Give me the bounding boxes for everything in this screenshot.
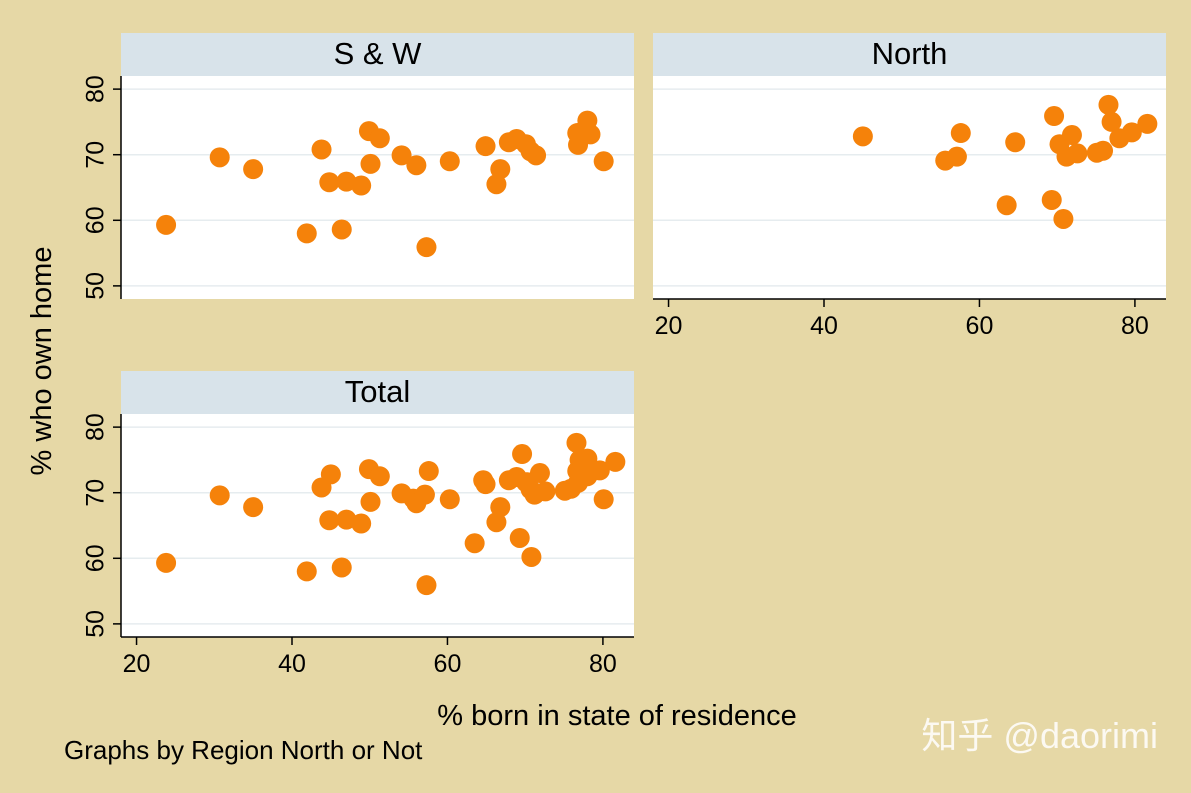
data-point xyxy=(320,464,341,485)
plot-area xyxy=(121,414,634,637)
data-point xyxy=(589,460,610,481)
data-point xyxy=(319,172,340,193)
data-point xyxy=(464,533,485,554)
data-point xyxy=(996,195,1017,216)
data-point xyxy=(486,174,507,195)
x-tick-label: 80 xyxy=(589,650,617,678)
plot-area xyxy=(121,76,634,299)
data-point xyxy=(1041,189,1062,210)
data-point xyxy=(1061,125,1082,146)
data-point xyxy=(391,145,412,166)
data-point xyxy=(319,510,340,531)
data-point xyxy=(156,214,177,235)
data-point xyxy=(512,444,533,465)
data-point xyxy=(439,489,460,510)
y-tick-label: 70 xyxy=(82,479,110,507)
y-tick-label: 80 xyxy=(82,75,110,103)
data-point xyxy=(521,546,542,567)
data-point xyxy=(1098,94,1119,115)
data-point xyxy=(1101,111,1122,132)
data-point xyxy=(351,513,372,534)
y-axis-title: % who own home xyxy=(26,247,58,476)
data-point xyxy=(1137,113,1158,134)
y-tick-label: 50 xyxy=(82,272,110,300)
data-point xyxy=(529,463,550,484)
data-point xyxy=(243,159,264,180)
data-point xyxy=(311,139,332,160)
panel-strip xyxy=(121,33,634,76)
data-point xyxy=(946,146,967,167)
data-point xyxy=(418,461,439,482)
data-point xyxy=(580,124,601,145)
data-point xyxy=(351,175,372,196)
data-point xyxy=(156,552,177,573)
data-point xyxy=(369,128,390,149)
data-point xyxy=(566,432,587,453)
data-point xyxy=(209,485,230,506)
data-point xyxy=(593,489,614,510)
data-point xyxy=(1044,106,1065,127)
data-point xyxy=(360,491,381,512)
data-point xyxy=(593,151,614,172)
data-point xyxy=(605,451,626,472)
data-point xyxy=(475,474,496,495)
data-point xyxy=(416,237,437,258)
panel-strip xyxy=(121,371,634,414)
data-point xyxy=(509,527,530,548)
data-point xyxy=(1005,132,1026,153)
data-point xyxy=(1121,122,1142,143)
data-point xyxy=(1053,208,1074,229)
y-tick-label: 80 xyxy=(82,413,110,441)
data-point xyxy=(439,151,460,172)
x-axis-title: % born in state of residence xyxy=(437,700,796,732)
data-point xyxy=(406,155,427,176)
panel-2: Total 50 60 70 80 20 40 60 80 xyxy=(82,371,634,678)
x-tick-label: 20 xyxy=(655,312,683,340)
panel-title: S & W xyxy=(334,36,423,71)
data-point xyxy=(475,136,496,157)
data-point xyxy=(490,497,511,518)
data-point xyxy=(490,159,511,180)
panel-1: North 20 40 60 80 xyxy=(653,33,1166,340)
data-point xyxy=(369,466,390,487)
data-point xyxy=(1067,143,1088,164)
panel-title: North xyxy=(872,36,948,71)
data-point xyxy=(331,219,352,240)
panel-0: S & W 50 60 70 80 xyxy=(82,33,634,300)
y-tick-label: 70 xyxy=(82,141,110,169)
data-point xyxy=(486,512,507,533)
graph-note: Graphs by Region North or Not xyxy=(64,735,423,765)
data-point xyxy=(296,561,317,582)
data-point xyxy=(209,147,230,168)
y-tick-label: 60 xyxy=(82,544,110,572)
data-point xyxy=(535,481,556,502)
x-tick-label: 20 xyxy=(123,650,151,678)
panel-strip xyxy=(653,33,1166,76)
x-tick-label: 40 xyxy=(278,650,306,678)
x-tick-label: 60 xyxy=(434,650,462,678)
data-point xyxy=(526,145,547,166)
data-point xyxy=(852,126,873,147)
watermark: 知乎 @daorimi xyxy=(921,715,1158,756)
data-point xyxy=(360,153,381,174)
data-point xyxy=(950,123,971,144)
x-tick-label: 40 xyxy=(810,312,838,340)
y-tick-label: 50 xyxy=(82,610,110,638)
plot-area xyxy=(653,76,1166,299)
data-point xyxy=(414,484,435,505)
x-tick-label: 60 xyxy=(966,312,994,340)
y-tick-label: 60 xyxy=(82,206,110,234)
data-point xyxy=(296,223,317,244)
data-point xyxy=(416,575,437,596)
data-point xyxy=(331,557,352,578)
data-point xyxy=(243,497,264,518)
data-point xyxy=(1093,140,1114,161)
x-tick-label: 80 xyxy=(1121,312,1149,340)
panel-title: Total xyxy=(345,374,410,409)
